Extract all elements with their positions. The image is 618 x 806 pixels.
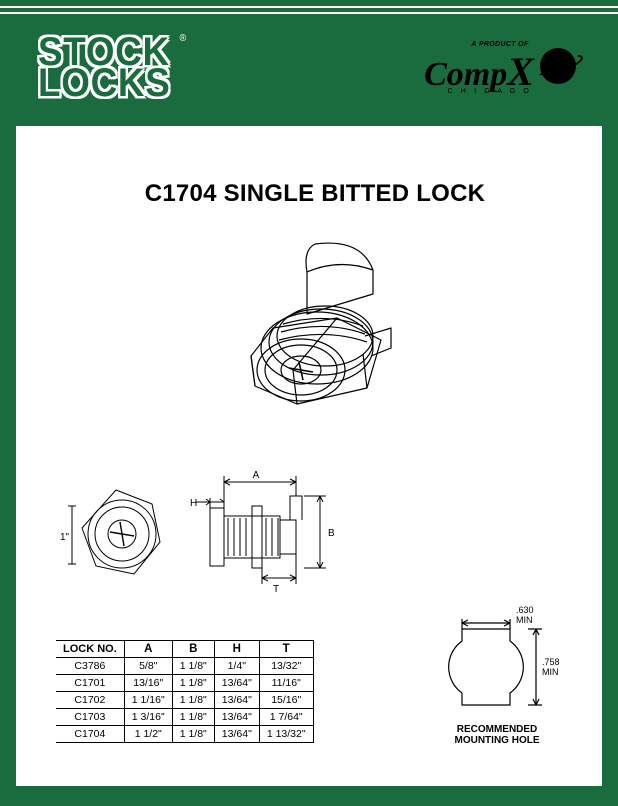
col-lockno: LOCK NO. [56, 641, 124, 658]
svg-text:MIN: MIN [542, 667, 559, 677]
mounting-hole-caption: RECOMMENDED MOUNTING HOLE [432, 724, 562, 746]
svg-text:.758: .758 [542, 657, 560, 667]
table-row: C3786 5/8" 1 1/8" 1/4" 13/32" [56, 658, 313, 675]
hero-diagram [185, 228, 445, 428]
tech-diagram: 1" [56, 436, 396, 636]
table-row: C1701 13/16" 1 1/8" 13/64" 11/16" [56, 675, 313, 692]
header-band [0, 6, 618, 14]
svg-text:1": 1" [60, 532, 70, 543]
tech-diagram-block: 1" [56, 436, 396, 743]
mounting-hole-diagram: .630 MIN .758 MIN [432, 595, 562, 715]
svg-text:T: T [273, 584, 279, 595]
stock-locks-logo: STOCK ® LOCKS [38, 37, 170, 99]
col-h: H [214, 641, 259, 658]
table-row: C1703 1 3/16" 1 1/8" 13/64" 1 7/64" [56, 709, 313, 726]
registered-mark: ® [180, 35, 188, 43]
spec-table: LOCK NO. A B H T C3786 5/8" 1 1/8" 1/4" … [56, 640, 314, 743]
svg-text:.630: .630 [516, 605, 534, 615]
svg-text:B: B [328, 528, 335, 539]
col-b: B [172, 641, 214, 658]
spec-table-body: C3786 5/8" 1 1/8" 1/4" 13/32" C1701 13/1… [56, 658, 313, 743]
page-title: C1704 SINGLE BITTED LOCK [56, 180, 574, 208]
col-t: T [259, 641, 313, 658]
table-header-row: LOCK NO. A B H T [56, 641, 313, 658]
document-page: C1704 SINGLE BITTED LOCK [16, 126, 602, 786]
col-a: A [124, 641, 172, 658]
mounting-hole-block: .630 MIN .758 MIN RECOMMENDED MOUNTING H… [432, 595, 562, 746]
globe-icon [540, 48, 576, 84]
table-row: C1704 1 1/2" 1 1/8" 13/64" 1 13/32" [56, 726, 313, 743]
header: STOCK ® LOCKS A PRODUCT OF CompX C H I C… [0, 14, 618, 126]
compx-logo-block: A PRODUCT OF CompX C H I C A G O [410, 41, 590, 96]
table-row: C1702 1 1/16" 1 1/8" 13/64" 15/16" [56, 692, 313, 709]
a-product-of-label: A PRODUCT OF [410, 41, 590, 48]
compx-wordmark: CompX [424, 54, 534, 91]
svg-text:MIN: MIN [516, 615, 533, 625]
logo-line-2: LOCKS [38, 61, 170, 105]
svg-text:A: A [253, 470, 260, 481]
svg-text:H: H [190, 498, 197, 509]
